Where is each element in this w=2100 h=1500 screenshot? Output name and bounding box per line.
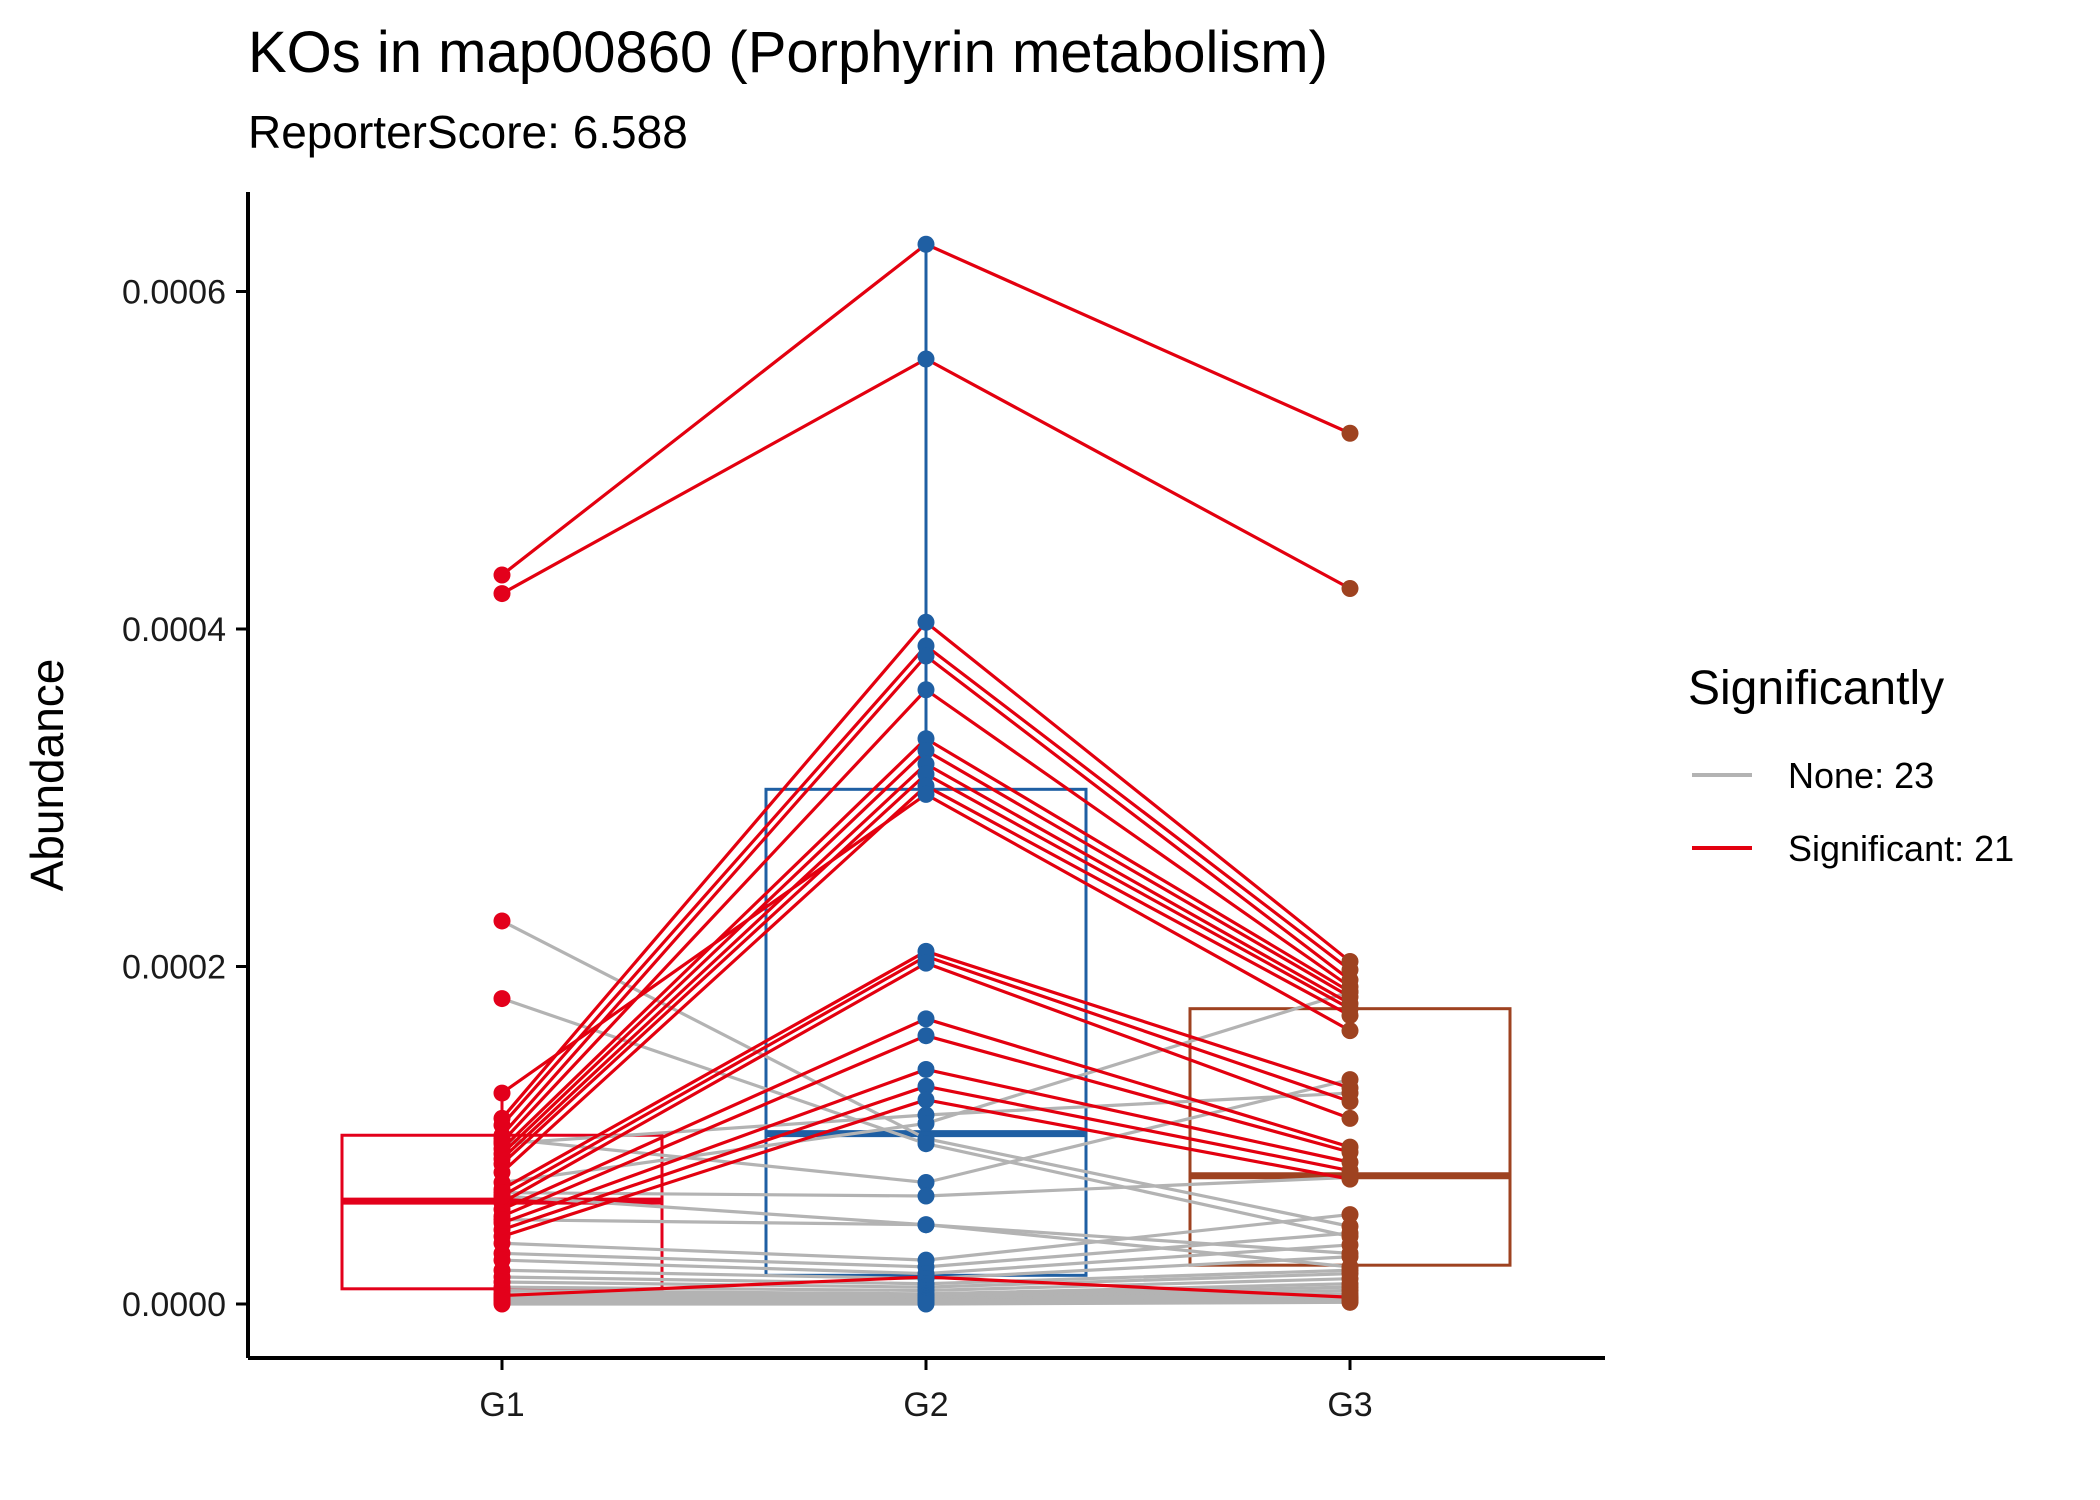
- point-ko24-g2[interactable]: [917, 1174, 935, 1191]
- point-ko27-g3[interactable]: [1341, 1168, 1359, 1186]
- point-ko02-g3[interactable]: [1341, 580, 1359, 597]
- point-ko44-g1[interactable]: [493, 1295, 511, 1313]
- point-ko22-g1[interactable]: [493, 912, 511, 930]
- point-ko05-g2[interactable]: [917, 647, 935, 665]
- point-ko02-g1[interactable]: [493, 585, 511, 603]
- plot-area: [340, 235, 1512, 1313]
- chart-title: KOs in map00860 (Porphyrin metabolism): [248, 20, 1328, 85]
- y-axis-title: Abundance: [21, 659, 73, 892]
- point-ko23-g1[interactable]: [493, 990, 511, 1008]
- point-ko15-g3[interactable]: [1341, 1109, 1359, 1127]
- point-ko01-g2[interactable]: [917, 235, 935, 253]
- y-tick-label: 0.0000: [122, 1286, 226, 1324]
- x-tick-label: G3: [1327, 1386, 1372, 1424]
- point-ko26-g2[interactable]: [917, 1114, 935, 1132]
- point-ko12-g2[interactable]: [917, 785, 935, 803]
- point-ko18-g2[interactable]: [917, 1060, 935, 1078]
- x-tick-label: G1: [479, 1386, 524, 1424]
- legend-label-significant: Significant: 21: [1788, 828, 2014, 869]
- point-ko08-g2[interactable]: [917, 742, 935, 759]
- point-ko30-g3[interactable]: [1341, 1206, 1359, 1224]
- point-ko25-g1[interactable]: [493, 1135, 511, 1153]
- point-ko24-g3[interactable]: [1341, 1071, 1359, 1089]
- point-ko19-g2[interactable]: [917, 1077, 935, 1095]
- point-ko17-g2[interactable]: [917, 1027, 935, 1045]
- legend-title: Significantly: [1688, 662, 1944, 715]
- point-ko29-g2[interactable]: [917, 1216, 935, 1234]
- point-ko25-g3[interactable]: [1341, 1084, 1359, 1102]
- ko-points: [493, 235, 1359, 1313]
- chart-subtitle: ReporterScore: 6.588: [248, 106, 688, 158]
- point-ko28-g1[interactable]: [493, 1187, 511, 1205]
- point-ko12-g3[interactable]: [1341, 1022, 1359, 1040]
- point-ko11-g3[interactable]: [1341, 1006, 1359, 1024]
- point-ko27-g2[interactable]: [917, 1187, 935, 1205]
- point-ko26-g3[interactable]: [1341, 983, 1359, 1001]
- point-ko15-g2[interactable]: [917, 954, 935, 972]
- legend: Significantly None: 23 Significant: 21: [1688, 662, 2014, 869]
- y-tick-label: 0.0006: [122, 274, 226, 312]
- point-ko20-g2[interactable]: [917, 1091, 935, 1109]
- point-ko01-g1[interactable]: [493, 566, 511, 584]
- point-ko12-g1[interactable]: [493, 1084, 511, 1102]
- point-ko07-g2[interactable]: [917, 730, 935, 748]
- legend-label-none: None: 23: [1788, 755, 1934, 796]
- point-ko02-g2[interactable]: [917, 350, 935, 368]
- legend-item-none[interactable]: None: 23: [1692, 755, 1934, 796]
- point-ko16-g2[interactable]: [917, 1010, 935, 1028]
- point-ko33-g3[interactable]: [1341, 1248, 1359, 1266]
- x-tick-label: G2: [903, 1386, 948, 1424]
- point-ko23-g2[interactable]: [917, 1135, 935, 1153]
- point-ko06-g2[interactable]: [917, 681, 935, 699]
- axes: 0.0000 0.0002 0.0004 0.0006 G1 G2 G3: [122, 192, 1605, 1424]
- point-ko44-g3[interactable]: [1341, 1293, 1359, 1311]
- point-ko01-g3[interactable]: [1341, 424, 1359, 442]
- y-ticks: 0.0000 0.0002 0.0004 0.0006: [122, 274, 248, 1324]
- point-ko32-g3[interactable]: [1341, 1236, 1359, 1254]
- x-ticks: G1 G2 G3: [479, 1358, 1373, 1424]
- point-ko10-g2[interactable]: [917, 765, 935, 783]
- point-ko29-g1[interactable]: [493, 1211, 511, 1229]
- y-tick-label: 0.0004: [122, 611, 226, 649]
- point-ko44-g2[interactable]: [917, 1295, 935, 1313]
- point-ko31-g3[interactable]: [1341, 1224, 1359, 1242]
- point-ko03-g2[interactable]: [917, 613, 935, 631]
- legend-item-significant[interactable]: Significant: 21: [1692, 828, 2014, 869]
- y-tick-label: 0.0002: [122, 949, 226, 987]
